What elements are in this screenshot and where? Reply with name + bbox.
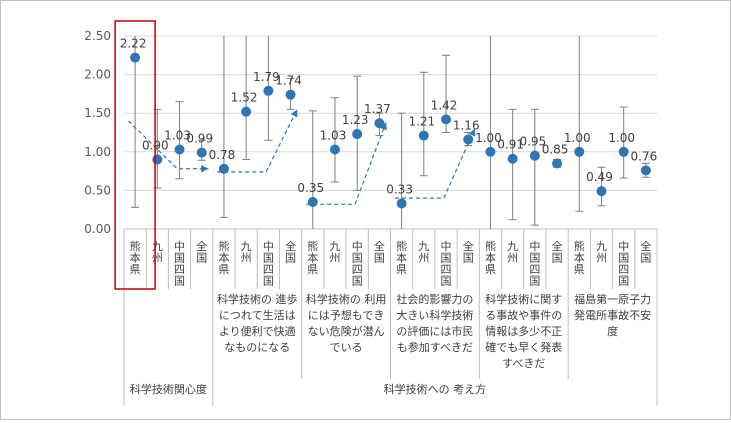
data-label: 0.91: [497, 138, 524, 152]
data-label: 1.21: [408, 115, 435, 129]
category-label: 九州: [596, 240, 607, 265]
data-label: 1.23: [342, 113, 369, 127]
data-point: [574, 146, 585, 157]
data-point: [174, 144, 185, 155]
category-label: 九州: [152, 240, 163, 265]
data-label: 1.37: [364, 102, 391, 116]
data-label: 0.85: [542, 142, 569, 156]
data-point: [485, 146, 496, 157]
trend-arrow: [306, 122, 387, 205]
data-label: 0.33: [386, 183, 413, 197]
super-category-label: 科学技術関心度: [130, 382, 207, 396]
category-label: 全国: [285, 239, 296, 265]
data-label: 0.99: [186, 132, 213, 146]
data-point: [507, 153, 518, 164]
trend-arrow: [128, 120, 209, 173]
data-point: [218, 163, 229, 174]
data-point: [152, 154, 163, 165]
data-label: 1.42: [431, 98, 458, 112]
category-label: 熊本県: [396, 239, 407, 276]
data-label: 0.78: [209, 148, 236, 162]
category-label: 全国: [374, 239, 385, 265]
data-point: [196, 147, 207, 158]
data-point: [329, 144, 340, 155]
category-label: 全国: [196, 239, 207, 265]
category-label: 熊本県: [218, 239, 229, 276]
data-label: 1.00: [475, 131, 502, 145]
data-label: 0.49: [586, 170, 613, 184]
data-label: 0.95: [519, 135, 546, 149]
data-point: [396, 198, 407, 209]
data-label: 1.00: [608, 131, 635, 145]
data-label: 1.00: [564, 131, 591, 145]
group-label: 福島第一原子力発電所事故不安度: [574, 292, 651, 338]
data-label: 1.79: [253, 70, 280, 84]
data-point: [241, 106, 252, 117]
category-label: 九州: [241, 240, 252, 265]
data-point: [596, 186, 607, 197]
category-label: 中国四国: [441, 240, 452, 288]
category-label: 熊本県: [130, 239, 141, 276]
category-label: 中国四国: [263, 240, 274, 288]
category-label: 九州: [418, 240, 429, 265]
trend-arrow: [217, 109, 298, 173]
trend-arrow: [394, 128, 476, 199]
category-label: 中国四国: [529, 240, 540, 288]
group-label: 科学技術に関する事故や事件の情報は多少不正確でも早く発表すべきだ: [485, 292, 562, 370]
category-label: 全国: [552, 239, 563, 265]
data-point: [552, 158, 563, 169]
data-point: [441, 114, 452, 125]
highlight-box: [114, 20, 156, 290]
group-label: 科学技術の 利用には予想もできない危険が潜んでいる: [306, 292, 387, 354]
y-tick-label: 2.00: [84, 68, 111, 82]
category-label: 熊本県: [307, 239, 318, 276]
y-tick-label: 0.00: [84, 222, 111, 236]
data-label: 0.35: [297, 181, 324, 195]
data-label: 1.74: [275, 74, 302, 88]
data-point: [418, 130, 429, 141]
data-point: [307, 196, 318, 207]
category-label: 九州: [507, 240, 518, 265]
group-label: 社会的影響力の大きい科学技術の評価には市民も参加すべきだ: [396, 292, 473, 354]
y-tick-label: 1.00: [84, 145, 111, 159]
data-point: [285, 89, 296, 100]
data-point: [463, 134, 474, 145]
category-label: 熊本県: [574, 239, 585, 276]
data-point: [640, 165, 651, 176]
category-label: 中国四国: [618, 240, 629, 288]
data-point: [130, 52, 141, 63]
data-label: 2.22: [120, 37, 147, 51]
data-point: [263, 85, 274, 96]
group-label: 科学技術の 進歩につれて生活はより便利で快適なものになる: [217, 292, 298, 354]
category-label: 中国四国: [174, 240, 185, 288]
data-point: [374, 118, 385, 129]
category-label: 全国: [640, 239, 651, 265]
data-label: 1.03: [164, 128, 191, 142]
data-point: [529, 150, 540, 161]
data-point: [618, 146, 629, 157]
category-label: 中国四国: [352, 240, 363, 288]
super-category-label: 科学技術への 考え方: [384, 382, 487, 396]
data-label: 0.76: [631, 149, 658, 163]
data-label: 1.03: [320, 128, 347, 142]
y-tick-label: 1.50: [84, 106, 111, 120]
y-tick-label: 2.50: [84, 29, 111, 43]
data-label: 1.52: [231, 91, 258, 105]
y-tick-label: 0.50: [84, 183, 111, 197]
category-label: 九州: [329, 240, 340, 265]
data-label: 1.16: [453, 118, 480, 132]
data-point: [352, 129, 363, 140]
category-label: 熊本県: [485, 239, 496, 276]
category-label: 全国: [463, 239, 474, 265]
